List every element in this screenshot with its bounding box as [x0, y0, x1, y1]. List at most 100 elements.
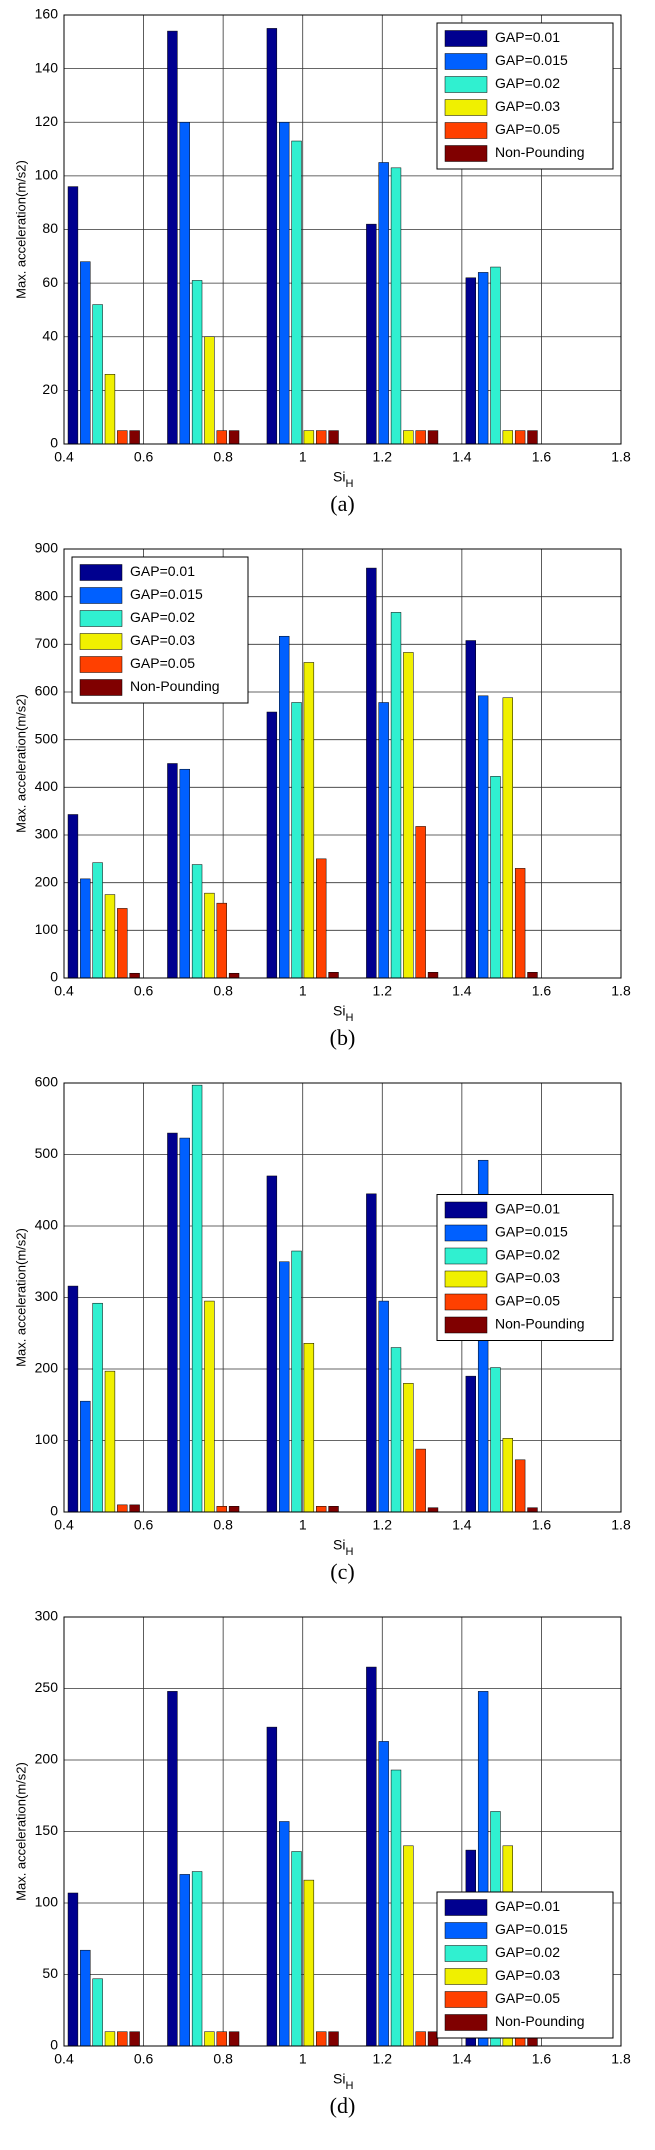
bar	[179, 1874, 190, 2047]
legend-label: GAP=0.03	[495, 98, 560, 114]
x-axis-label-sub: H	[346, 1012, 354, 1024]
bar	[179, 122, 190, 445]
bar	[92, 862, 103, 979]
bar	[129, 2031, 140, 2047]
bar	[465, 1375, 476, 1513]
x-tick-label: 0.6	[134, 1517, 154, 1533]
x-tick-label: 1.6	[532, 2051, 552, 2067]
bar	[279, 1821, 290, 2047]
bar	[427, 972, 439, 979]
bar	[390, 167, 402, 445]
y-tick-label: 600	[35, 683, 59, 699]
x-tick-label: 1.8	[611, 1517, 631, 1533]
bar	[403, 1845, 414, 2047]
bar	[527, 972, 538, 979]
bar	[527, 1507, 538, 1513]
y-tick-label: 800	[35, 587, 59, 603]
y-tick-label: 200	[35, 1751, 59, 1767]
bar	[204, 2031, 215, 2047]
bar	[92, 1302, 103, 1513]
legend-swatch	[444, 1247, 488, 1265]
x-tick-label: 0.8	[213, 1517, 233, 1533]
bar	[316, 858, 327, 979]
legend-label: GAP=0.02	[495, 1247, 560, 1263]
x-axis-label: Si	[333, 1537, 345, 1553]
y-tick-label: 60	[42, 274, 58, 290]
bar	[228, 1506, 240, 1513]
bar	[167, 1691, 178, 2047]
x-tick-label: 0.4	[54, 1517, 74, 1533]
bar	[216, 2031, 227, 2047]
bar	[266, 711, 278, 979]
y-tick-label: 400	[35, 1217, 59, 1233]
bar	[228, 2031, 240, 2047]
legend-box	[436, 1891, 614, 2039]
x-tick-label: 1	[299, 983, 307, 999]
bar	[328, 430, 339, 445]
legend-label: GAP=0.02	[495, 1944, 560, 1960]
legend-swatch	[444, 1945, 488, 1962]
legend-swatch	[444, 145, 488, 162]
x-tick-label: 1.8	[611, 983, 631, 999]
legend-swatch	[444, 1968, 488, 1985]
bar	[415, 2031, 426, 2047]
y-tick-label: 100	[35, 921, 59, 937]
axes-box	[63, 1616, 622, 2047]
y-tick-label: 100	[35, 1431, 59, 1447]
bar	[502, 697, 513, 979]
bar	[266, 28, 278, 445]
bar	[67, 186, 79, 445]
y-axis-label: Max. acceleration(m/s2)	[13, 694, 28, 833]
bar	[291, 1851, 302, 2047]
bar	[415, 826, 426, 979]
y-tick-label: 500	[35, 730, 59, 746]
bar	[502, 1438, 513, 1513]
bar	[80, 878, 91, 979]
bar	[514, 1459, 526, 1513]
bar	[92, 1978, 103, 2047]
x-tick-label: 1.2	[373, 449, 393, 465]
legend-swatch	[79, 656, 123, 673]
y-tick-label: 0	[50, 435, 58, 451]
bar	[228, 972, 240, 979]
x-axis-label-sub: H	[346, 478, 354, 490]
y-tick-label: 140	[35, 59, 59, 75]
x-tick-label: 0.6	[134, 449, 154, 465]
x-tick-label: 1	[299, 2051, 307, 2067]
y-tick-label: 40	[42, 327, 58, 343]
bar	[316, 430, 327, 445]
bar	[104, 374, 116, 445]
bar	[191, 1084, 203, 1513]
legend-label: Non-Pounding	[130, 678, 220, 694]
bar	[216, 430, 227, 445]
legend-swatch	[444, 1270, 488, 1288]
caption: (c)	[330, 1559, 354, 1584]
bar	[378, 1741, 389, 2047]
y-tick-label: 20	[42, 381, 58, 397]
bar	[80, 1400, 91, 1513]
caption: (b)	[330, 1025, 356, 1050]
bar	[104, 894, 116, 979]
bar	[490, 266, 501, 445]
bar	[204, 336, 215, 445]
bar	[514, 868, 526, 979]
bar	[179, 768, 190, 979]
x-tick-label: 0.8	[213, 2051, 233, 2067]
legend-swatch	[79, 679, 123, 696]
y-tick-label: 250	[35, 1679, 59, 1695]
x-tick-label: 0.4	[54, 2051, 74, 2067]
bar	[279, 122, 290, 445]
x-tick-label: 1.2	[373, 1517, 393, 1533]
legend-label: GAP=0.05	[495, 1990, 560, 2006]
bar	[403, 430, 414, 445]
bar	[279, 635, 290, 979]
bar	[390, 612, 402, 979]
bar	[316, 1506, 327, 1513]
x-tick-label: 1.2	[373, 2051, 393, 2067]
bar	[465, 640, 476, 979]
caption: (a)	[330, 491, 354, 516]
x-axis-label: Si	[333, 2071, 345, 2087]
bar	[80, 1949, 91, 2047]
